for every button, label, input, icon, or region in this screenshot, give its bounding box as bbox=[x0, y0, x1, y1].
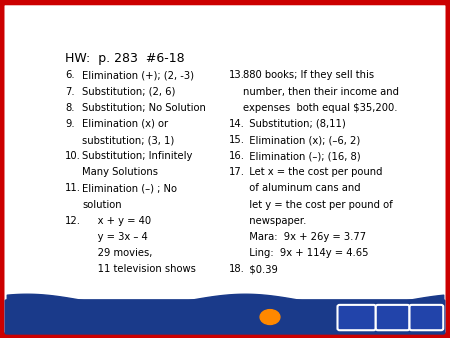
Text: Elimination (x) or: Elimination (x) or bbox=[82, 119, 169, 129]
Text: Elimination (+); (2, -3): Elimination (+); (2, -3) bbox=[82, 71, 194, 80]
Text: Substitution; No Solution: Substitution; No Solution bbox=[82, 103, 206, 113]
Text: let y = the cost per pound of: let y = the cost per pound of bbox=[243, 199, 392, 210]
Text: 29 movies,: 29 movies, bbox=[82, 248, 153, 258]
Text: 13.: 13. bbox=[229, 71, 245, 80]
Text: Ling:  9x + 114y = 4.65: Ling: 9x + 114y = 4.65 bbox=[243, 248, 369, 258]
Text: substitution; (3, 1): substitution; (3, 1) bbox=[82, 135, 175, 145]
Text: Substitution; (2, 6): Substitution; (2, 6) bbox=[82, 87, 176, 97]
Text: Elimination (–); (16, 8): Elimination (–); (16, 8) bbox=[243, 151, 360, 161]
Text: Let x = the cost per pound: Let x = the cost per pound bbox=[243, 167, 382, 177]
Text: ⌂: ⌂ bbox=[350, 308, 363, 327]
Text: 11 television shows: 11 television shows bbox=[82, 264, 196, 274]
Text: →: → bbox=[418, 308, 434, 326]
Text: 880 books; If they sell this: 880 books; If they sell this bbox=[243, 71, 374, 80]
Text: 7.: 7. bbox=[65, 87, 75, 97]
Text: Mara:  9x + 26y = 3.77: Mara: 9x + 26y = 3.77 bbox=[243, 232, 366, 242]
Text: Math
Online: Math Online bbox=[261, 312, 279, 322]
Text: 18.: 18. bbox=[229, 264, 245, 274]
Text: Substitution; (8,11): Substitution; (8,11) bbox=[243, 119, 346, 129]
Text: 8.: 8. bbox=[65, 103, 74, 113]
Text: 17.: 17. bbox=[229, 167, 245, 177]
Text: expenses  both equal $35,200.: expenses both equal $35,200. bbox=[243, 103, 397, 113]
Text: Chapter: Chapter bbox=[297, 312, 328, 318]
Text: 16.: 16. bbox=[229, 151, 245, 161]
Text: 14.: 14. bbox=[229, 119, 245, 129]
Text: RESOURCES: RESOURCES bbox=[294, 318, 331, 323]
Text: solution: solution bbox=[82, 199, 122, 210]
Text: Many Solutions: Many Solutions bbox=[82, 167, 158, 177]
Text: ←: ← bbox=[385, 308, 400, 326]
Text: HW:  p. 283  #6-18: HW: p. 283 #6-18 bbox=[65, 52, 184, 65]
Text: number, then their income and: number, then their income and bbox=[243, 87, 399, 97]
Text: newspaper.: newspaper. bbox=[243, 216, 306, 226]
Text: 12.: 12. bbox=[65, 216, 81, 226]
Text: Substitution; Infinitely: Substitution; Infinitely bbox=[82, 151, 193, 161]
Text: $0.39: $0.39 bbox=[243, 264, 278, 274]
Text: 10.: 10. bbox=[65, 151, 81, 161]
Text: y = 3x – 4: y = 3x – 4 bbox=[82, 232, 148, 242]
Text: x + y = 40: x + y = 40 bbox=[82, 216, 152, 226]
Text: 6.: 6. bbox=[65, 71, 75, 80]
Text: Elimination (–) ; No: Elimination (–) ; No bbox=[82, 184, 177, 193]
Text: 15.: 15. bbox=[229, 135, 245, 145]
Text: 9.: 9. bbox=[65, 119, 75, 129]
Text: Elimination (x); (–6, 2): Elimination (x); (–6, 2) bbox=[243, 135, 360, 145]
Text: 11.: 11. bbox=[65, 184, 81, 193]
Text: of aluminum cans and: of aluminum cans and bbox=[243, 184, 360, 193]
